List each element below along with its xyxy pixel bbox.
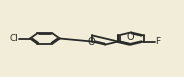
Text: O: O: [88, 37, 95, 47]
Text: O: O: [126, 32, 134, 43]
Text: Cl: Cl: [9, 34, 18, 43]
Text: F: F: [155, 37, 161, 46]
